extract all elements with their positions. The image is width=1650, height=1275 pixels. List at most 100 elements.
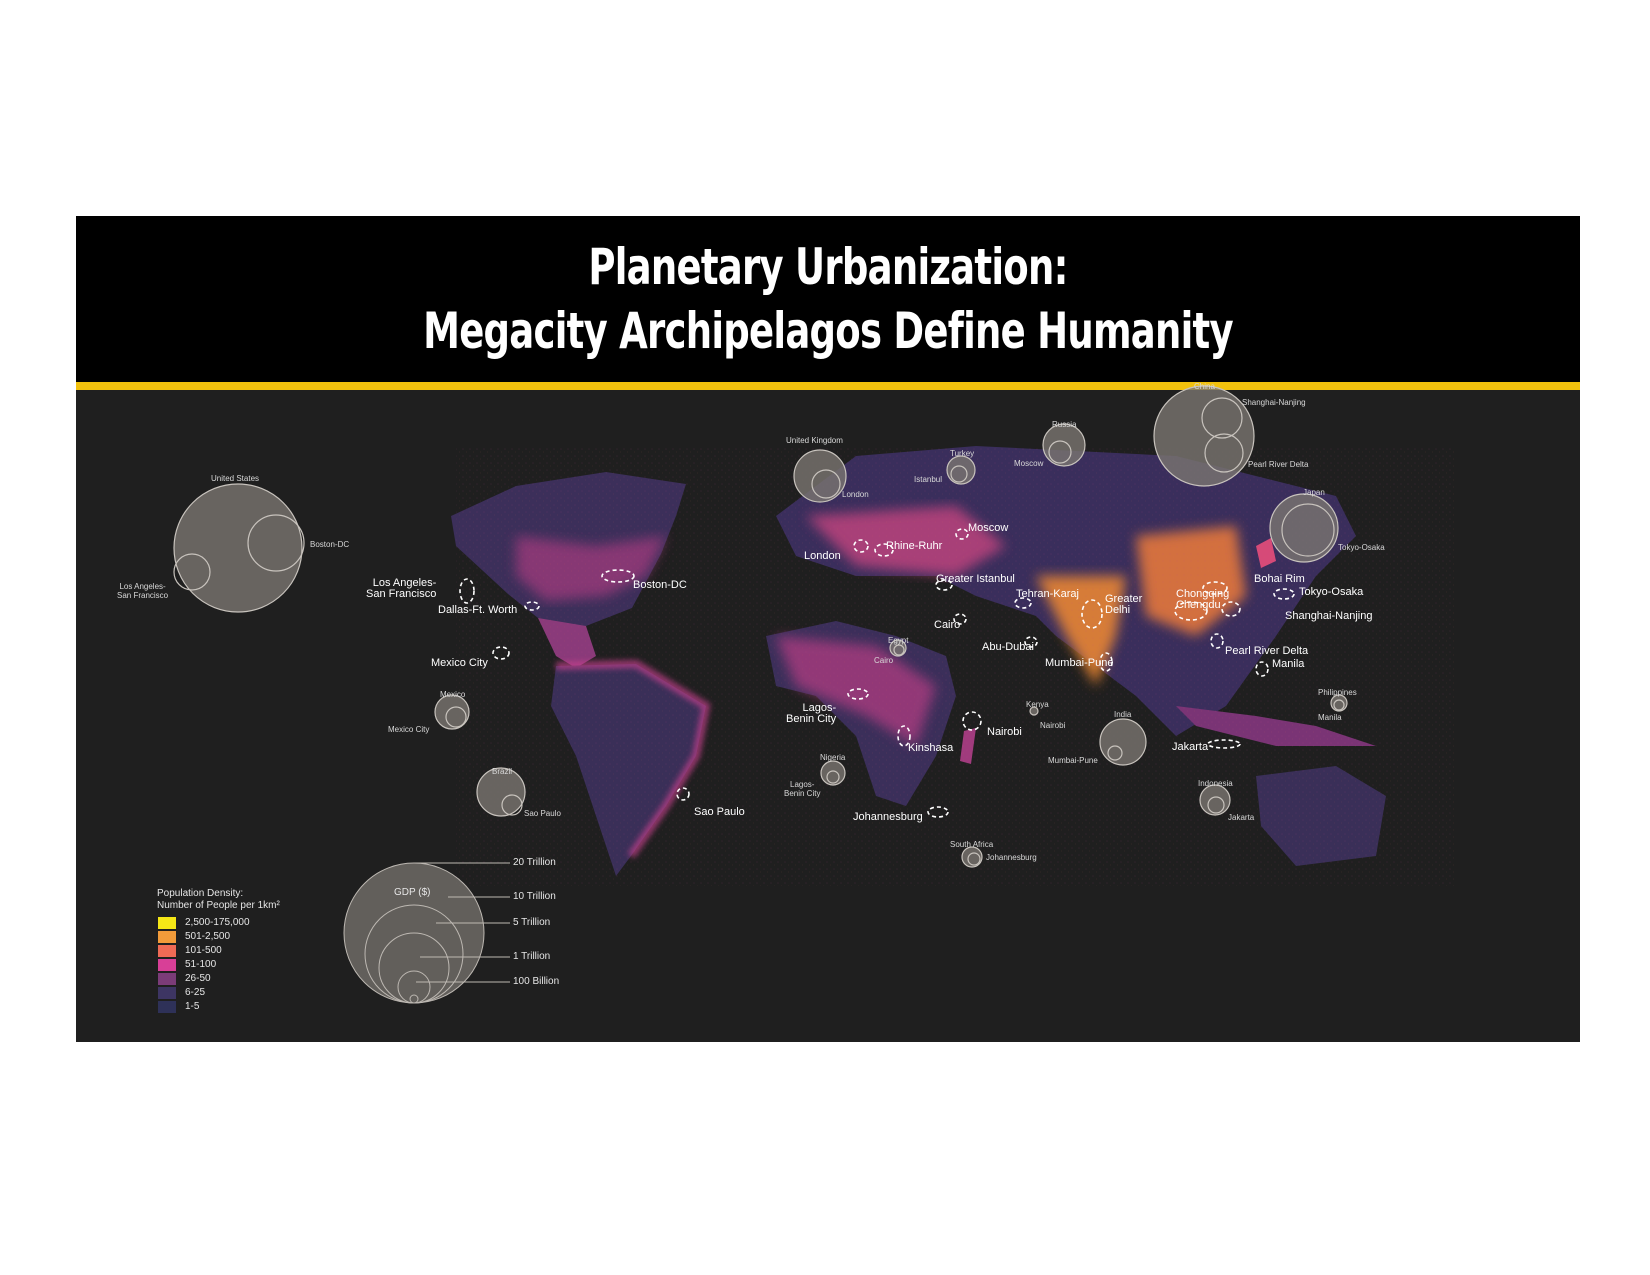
gdp-bubble-russia (1042, 423, 1086, 467)
gdp-legend-10t: 10 Trillion (513, 891, 556, 902)
label-lagos: Lagos- Benin City (786, 702, 837, 725)
gdp-label-india: India (1114, 710, 1132, 719)
label-shanghai: Shanghai-Nanjing (1285, 610, 1373, 622)
gdp-city-bubble-istanbul (950, 465, 968, 483)
gdp-bubble-us (173, 483, 303, 613)
megacity-outline-london (853, 539, 869, 553)
gdp-label-nigeria-lagos: Lagos- Benin City (784, 780, 821, 798)
megacity-outline-jakarta (1207, 739, 1241, 749)
label-sao-paulo: Sao Paulo (694, 806, 745, 818)
gdp-city-bubbles (173, 397, 1345, 866)
gdp-city-bubble-tokyo (1281, 503, 1335, 557)
megacity-outline-la (459, 578, 475, 604)
gdp-bubbles (173, 385, 1348, 868)
megacity-outline-boston (601, 569, 635, 583)
megacity-outline-istanbul (935, 579, 953, 591)
megacity-outline-johannesburg (927, 806, 949, 818)
megacity-outline-saopaulo (676, 787, 690, 801)
megacity-outline-dallas (524, 601, 540, 611)
gdp-legend-20t: 20 Trillion (513, 857, 556, 868)
gdp-bubble-brazil (476, 767, 526, 817)
density-legend-title: Population Density: Number of People per… (157, 888, 280, 911)
label-london: London (804, 550, 841, 562)
slide: Planetary Urbanization: Megacity Archipe… (76, 216, 1580, 1042)
gdp-label-indonesia-jakarta: Jakarta (1228, 813, 1255, 822)
gdp-label-nigeria: Nigeria (820, 753, 846, 762)
gdp-bubble-china (1153, 385, 1255, 487)
gdp-label-philippines: Philippines (1318, 688, 1357, 697)
label-cairo: Cairo (934, 619, 961, 631)
megacity-outline-tehran (1014, 597, 1032, 609)
gdp-legend-1t: 1 Trillion (513, 951, 551, 962)
label-pearl-river: Pearl River Delta (1225, 645, 1309, 657)
gdp-city-bubble-shanghai (1201, 397, 1243, 439)
gdp-label-us-la: Los Angeles- San Francisco (117, 582, 169, 600)
density-swatch (158, 973, 176, 985)
density-swatch (158, 959, 176, 971)
density-label: 6-25 (185, 987, 206, 998)
megacity-outline-cairo (953, 613, 967, 625)
gdp-label-turkey: Turkey (950, 449, 975, 458)
density-swatch (158, 987, 176, 999)
gdp-label-us-boston: Boston-DC (310, 540, 350, 549)
density-label: 26-50 (185, 973, 211, 984)
megacity-outline-pearl (1210, 633, 1224, 649)
gdp-label-indonesia: Indonesia (1198, 779, 1233, 788)
megacity-outline-mexico (492, 646, 510, 660)
gdp-label-russia: Russia (1052, 420, 1077, 429)
gdp-city-bubble-boston (247, 514, 305, 572)
megacity-outline-mumbai (1099, 652, 1113, 672)
label-tokyo: Tokyo-Osaka (1299, 586, 1364, 598)
gdp-label-russia-moscow: Moscow (1014, 459, 1044, 468)
label-rhine-ruhr: Rhine-Ruhr (886, 540, 943, 552)
label-bohai: Bohai Rim (1254, 573, 1305, 585)
gdp-label-southafrica: South Africa (950, 840, 994, 849)
gdp-bubble-nigeria (820, 760, 846, 786)
megacity-outline-shanghai (1221, 601, 1241, 617)
label-boston-dc: Boston-DC (633, 579, 687, 591)
gdp-label-japan-tokyo: Tokyo-Osaka (1338, 543, 1385, 552)
density-swatch (158, 931, 176, 943)
label-los-angeles: Los Angeles- San Francisco (366, 577, 437, 600)
gdp-city-bubble-pearl (1204, 433, 1244, 473)
gdp-label-mexico-city: Mexico City (388, 725, 430, 734)
gdp-city-bubble-la (173, 553, 211, 591)
label-manila: Manila (1272, 658, 1305, 670)
world-map (173, 385, 1456, 1004)
label-abu-dubai: Abu-Dubai (982, 641, 1034, 653)
label-johannesburg: Johannesburg (853, 811, 923, 823)
label-istanbul: Greater Istanbul (936, 573, 1015, 585)
gdp-label-china-pearl: Pearl River Delta (1248, 460, 1309, 469)
accent-rule (76, 382, 1580, 390)
label-kinshasa: Kinshasa (908, 742, 954, 754)
gdp-bubble-southafrica (961, 846, 983, 868)
gdp-bubble-kenya (1029, 706, 1039, 716)
density-label: 501-2,500 (185, 931, 231, 942)
gdp-city-bubble-cairo (893, 644, 905, 656)
gdp-bubble-turkey (946, 455, 976, 485)
gdp-label-turkey-istanbul: Istanbul (914, 475, 943, 484)
label-moscow: Moscow (968, 522, 1009, 534)
gdp-label-japan: Japan (1303, 488, 1325, 497)
label-chongqing: Chongqing Chengdu (1176, 588, 1230, 611)
gdp-label-us: United States (211, 474, 260, 483)
megacity-outline-chongqing (1174, 601, 1208, 621)
label-jakarta: Jakarta (1172, 741, 1209, 753)
label-dallas: Dallas-Ft. Worth (438, 604, 518, 616)
landmass-layer (451, 446, 1456, 886)
megacity-outline-kinshasa (897, 725, 911, 747)
title-line-2: Megacity Archipelagos Define Humanity (423, 302, 1233, 360)
title-banner: Planetary Urbanization: Megacity Archipe… (76, 216, 1580, 382)
gdp-bubble-india (1099, 718, 1147, 766)
gdp-scale-circle-100b (409, 994, 419, 1004)
gdp-label-brazil: Brazil (492, 767, 513, 776)
gdp-bubble-uk (793, 449, 847, 503)
density-label: 2,500-175,000 (185, 917, 250, 928)
density-label: 51-100 (185, 959, 217, 970)
density-label: 101-500 (185, 945, 222, 956)
megacity-outlines (459, 528, 1295, 818)
gdp-label-kenya: Kenya (1026, 700, 1049, 709)
density-swatch (158, 917, 176, 929)
megacity-outline-delhi (1081, 599, 1103, 629)
megacity-outline-bohai (1202, 581, 1228, 595)
